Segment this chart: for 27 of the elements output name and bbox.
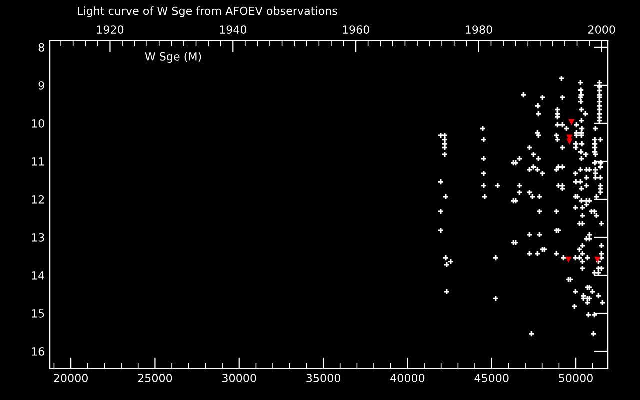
x2-tick-label: 2000: [588, 26, 616, 34]
annotation: W Sge (M): [145, 52, 202, 63]
x-tick-label: 30000: [222, 374, 256, 382]
y-tick-label: 15: [32, 310, 44, 318]
point: [566, 256, 572, 264]
chart-title: Light curve of W Sge from AFOEV observations: [78, 6, 338, 18]
x2-tick-label: 1960: [343, 26, 370, 34]
y-tick-label: 9: [38, 81, 44, 90]
x-tick-label: 45000: [474, 374, 509, 382]
x-tick-label: 25000: [138, 374, 172, 382]
point: [594, 256, 601, 264]
y-tick-label: 16: [32, 347, 44, 356]
x-tick-label: 50000: [559, 374, 593, 382]
y-tick-label: 12: [32, 195, 44, 204]
point: [568, 119, 575, 126]
y-tick-label: 11: [32, 158, 44, 166]
x2-tick-label: 1980: [466, 26, 492, 34]
y-tick-label: 13: [32, 233, 44, 242]
x-tick-label: 35000: [306, 374, 340, 382]
y-tick-label: 8: [38, 43, 44, 52]
point: [566, 138, 573, 145]
x-tick-label: 40000: [390, 374, 425, 382]
x-tick-label: 20000: [54, 374, 88, 382]
x2-tick-label: 1920: [97, 26, 124, 34]
x2-tick-label: 1940: [220, 26, 247, 34]
y-tick-label: 10: [32, 119, 44, 128]
y-tick-label: 14: [32, 272, 45, 280]
